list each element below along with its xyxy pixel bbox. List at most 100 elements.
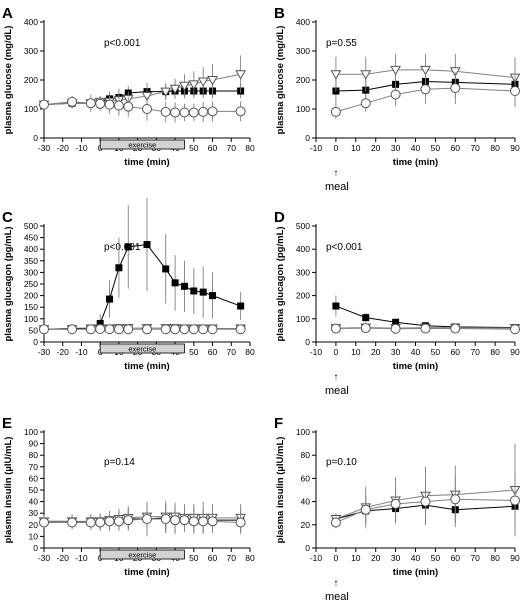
x-tick-label: -20 bbox=[57, 143, 70, 153]
y-tick-label: 0 bbox=[33, 337, 38, 347]
data-point-triangle bbox=[207, 76, 218, 86]
y-tick-label: 200 bbox=[24, 291, 38, 301]
data-point-square bbox=[392, 318, 400, 326]
y-tick-label: 100 bbox=[296, 427, 310, 437]
y-axis-label: plasma insulin (µIU/mL) bbox=[3, 437, 14, 544]
meal-label: meal bbox=[325, 591, 349, 603]
data-point-circle bbox=[390, 498, 401, 509]
x-tick-label: 80 bbox=[245, 553, 255, 563]
data-point-circle bbox=[95, 98, 106, 109]
x-tick-label: 20 bbox=[371, 347, 381, 357]
data-point-circle bbox=[360, 504, 371, 515]
y-tick-label: 300 bbox=[24, 267, 38, 277]
data-point-triangle bbox=[390, 65, 401, 76]
x-axis-label: time (min) bbox=[124, 361, 169, 372]
y-axis-label: plasma glucose (mg/dL) bbox=[3, 26, 14, 135]
panel-e: E0102030405060708090100-30-20-1001020304… bbox=[2, 415, 255, 578]
y-tick-label: 200 bbox=[296, 75, 310, 85]
meal-arrow-icon: ↑ bbox=[333, 168, 338, 179]
y-tick-label: 300 bbox=[296, 267, 310, 277]
data-point-circle bbox=[207, 324, 218, 335]
exercise-bar bbox=[99, 139, 185, 150]
series-line bbox=[335, 305, 516, 329]
x-tick-label: -20 bbox=[57, 553, 70, 563]
y-tick-label: 100 bbox=[24, 104, 38, 114]
x-tick-label: 70 bbox=[470, 143, 480, 153]
series-circle bbox=[39, 505, 246, 535]
panel-letter: D bbox=[274, 209, 285, 226]
y-tick-label: 400 bbox=[24, 244, 38, 254]
exercise-bar bbox=[99, 343, 185, 354]
y-tick-label: 40 bbox=[301, 497, 311, 507]
y-tick-label: 200 bbox=[296, 291, 310, 301]
data-point-triangle bbox=[449, 67, 461, 77]
x-tick-label: 50 bbox=[189, 553, 199, 563]
x-tick-label: 60 bbox=[451, 553, 461, 563]
data-point-square bbox=[106, 295, 114, 303]
y-tick-label: 300 bbox=[24, 46, 38, 56]
series-line bbox=[335, 80, 516, 92]
y-tick-label: 0 bbox=[33, 543, 38, 553]
data-point-circle bbox=[179, 324, 190, 335]
x-tick-label: 70 bbox=[227, 553, 237, 563]
p-value-annotation: p=0.14 bbox=[104, 457, 135, 468]
series-circle bbox=[330, 471, 520, 530]
x-tick-label: 80 bbox=[490, 143, 500, 153]
y-axis-label: plasma glucose (mg/dL) bbox=[275, 26, 286, 135]
data-point-circle bbox=[330, 106, 341, 117]
x-tick-label: -10 bbox=[75, 347, 88, 357]
data-point-circle bbox=[510, 324, 520, 335]
data-point-square bbox=[199, 288, 207, 296]
x-tick-label: 30 bbox=[391, 553, 401, 563]
data-point-circle bbox=[113, 516, 124, 527]
data-point-circle bbox=[123, 515, 134, 526]
panel-a: A0100200300400-30-20-1001020304050607080… bbox=[2, 5, 255, 168]
y-tick-label: 70 bbox=[29, 462, 39, 472]
y-tick-label: 250 bbox=[24, 279, 38, 289]
data-point-triangle bbox=[160, 87, 172, 98]
x-tick-label: 90 bbox=[510, 553, 520, 563]
data-point-square bbox=[143, 241, 151, 249]
x-axis-label: time (min) bbox=[393, 361, 438, 372]
data-point-circle bbox=[198, 516, 209, 527]
y-tick-label: 400 bbox=[296, 244, 310, 254]
p-value-annotation: p=0.10 bbox=[326, 457, 357, 468]
x-tick-label: 10 bbox=[351, 347, 361, 357]
data-point-triangle bbox=[420, 65, 431, 76]
y-tick-label: 40 bbox=[29, 497, 39, 507]
data-point-circle bbox=[142, 324, 152, 335]
data-point-circle bbox=[170, 324, 181, 335]
y-tick-label: 80 bbox=[301, 450, 311, 460]
data-point-circle bbox=[330, 323, 341, 334]
x-tick-label: 60 bbox=[451, 347, 461, 357]
x-tick-label: 60 bbox=[208, 347, 218, 357]
x-tick-label: 80 bbox=[245, 143, 255, 153]
x-tick-label: -10 bbox=[310, 553, 323, 563]
meal-arrow-icon: ↑ bbox=[333, 372, 338, 383]
series-line bbox=[43, 244, 241, 330]
x-tick-label: 50 bbox=[431, 553, 441, 563]
x-tick-label: 40 bbox=[411, 553, 421, 563]
data-point-circle bbox=[170, 107, 181, 118]
p-value-annotation: p<0.001 bbox=[326, 242, 363, 253]
data-point-circle bbox=[420, 84, 431, 95]
x-tick-label: 90 bbox=[510, 143, 520, 153]
y-tick-label: 0 bbox=[305, 337, 310, 347]
data-point-circle bbox=[188, 324, 199, 335]
panel-letter: B bbox=[274, 5, 285, 22]
y-tick-label: 30 bbox=[29, 508, 39, 518]
x-tick-label: 70 bbox=[470, 553, 480, 563]
y-tick-label: 350 bbox=[24, 256, 38, 266]
x-tick-label: -10 bbox=[75, 143, 88, 153]
data-point-circle bbox=[207, 106, 218, 117]
series-circle bbox=[39, 324, 246, 335]
y-tick-label: 400 bbox=[24, 17, 38, 27]
data-point-square bbox=[362, 314, 370, 322]
data-point-triangle bbox=[360, 70, 372, 80]
data-point-square bbox=[96, 319, 104, 327]
data-point-square bbox=[124, 243, 132, 251]
data-point-circle bbox=[235, 517, 246, 528]
series-circle bbox=[39, 94, 246, 123]
